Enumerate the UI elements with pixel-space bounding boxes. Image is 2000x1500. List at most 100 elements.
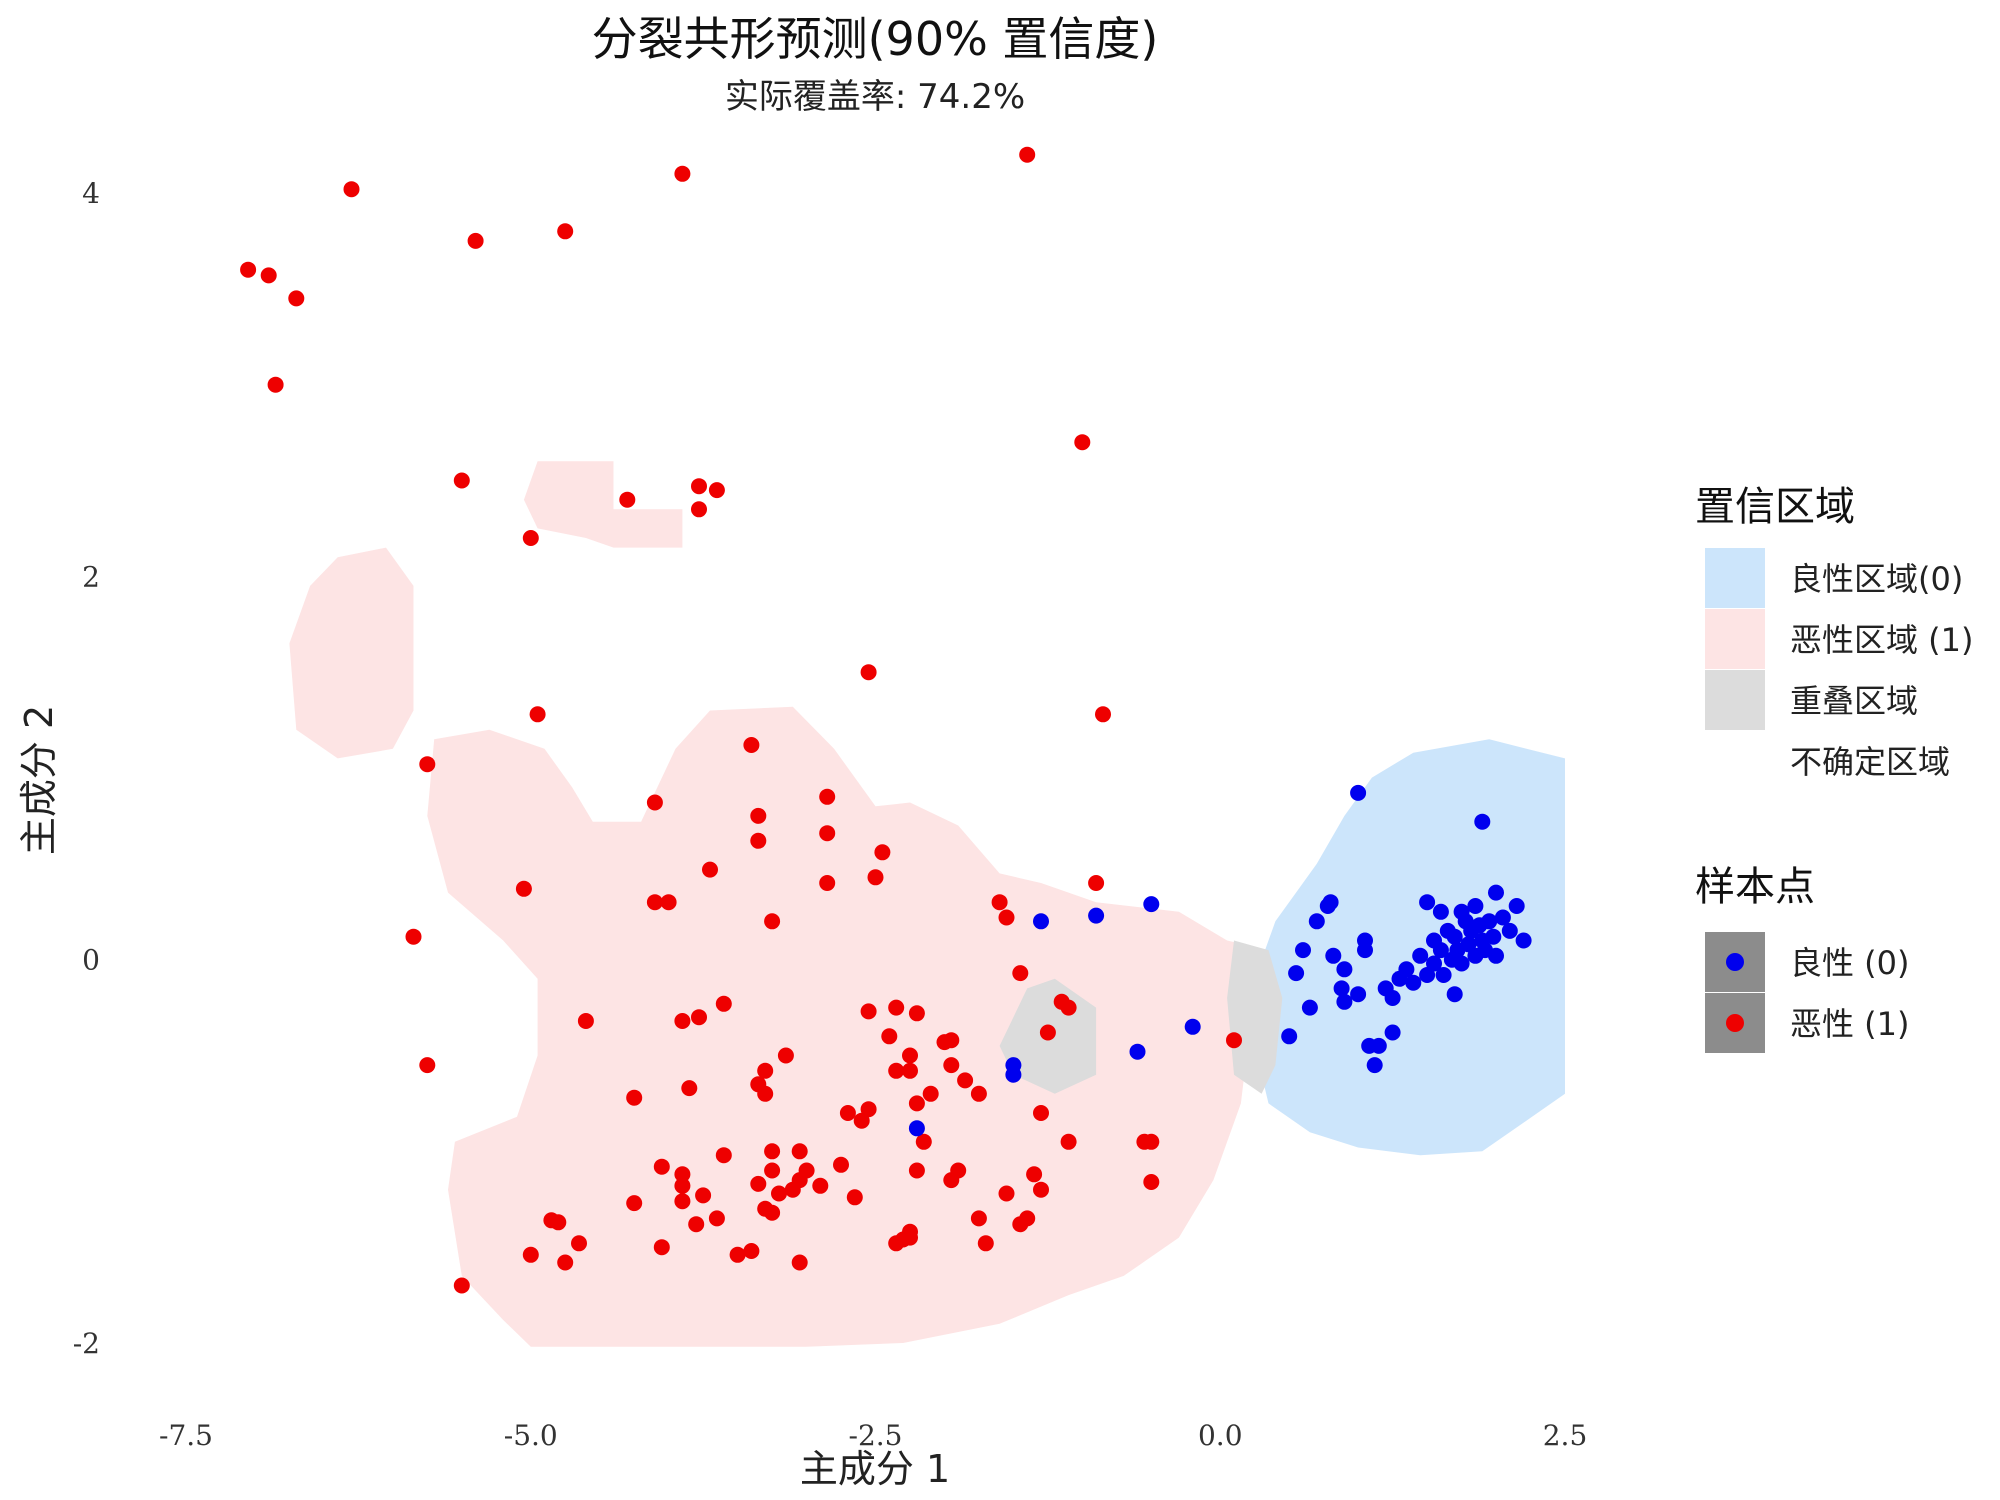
x-tick-label: -7.5 [159, 1419, 213, 1452]
malignant-region-2 [427, 706, 1283, 1347]
x-tick-label: 0.0 [1198, 1419, 1243, 1452]
x-tick-label: 2.5 [1543, 1419, 1588, 1452]
malignant-point-21 [646, 794, 663, 811]
malignant-point-31 [1088, 875, 1105, 891]
malignant-point-73 [1136, 1133, 1153, 1150]
malignant-point-68 [1033, 1105, 1049, 1121]
benign-point-5 [908, 1120, 925, 1137]
malignant-point-7 [288, 290, 305, 307]
malignant-point-59 [922, 1085, 939, 1102]
malignant-point-81 [674, 1166, 691, 1183]
malignant-point-76 [715, 1147, 732, 1164]
malignant-point-52 [777, 1047, 794, 1064]
malignant-point-47 [908, 1005, 925, 1022]
malignant-point-13 [708, 482, 725, 499]
benign-point-59 [1446, 986, 1463, 1003]
malignant-point-11 [619, 491, 636, 508]
benign-point-17 [1325, 947, 1342, 964]
malignant-region-0 [523, 461, 683, 548]
malignant-point-20 [419, 756, 436, 773]
benign-point-57 [1508, 898, 1525, 914]
malignant-point-119 [791, 1254, 808, 1271]
benign-point-52 [1485, 928, 1502, 945]
malignant-point-55 [757, 1062, 774, 1079]
malignant-point-67 [839, 1105, 856, 1121]
y-tick-label: 4 [82, 177, 100, 210]
chart-subtitle: 实际覆盖率: 74.2% [725, 77, 1025, 117]
malignant-point-23 [750, 807, 767, 824]
benign-point-18 [1336, 961, 1353, 978]
confidence-regions [289, 461, 1565, 1347]
malignant-point-4 [557, 223, 574, 240]
malignant-point-22 [819, 788, 836, 805]
benign-point-14 [1295, 942, 1311, 959]
benign-region-0 [1254, 739, 1565, 1156]
malignant-point-34 [991, 894, 1008, 911]
benign-point-6 [1129, 1043, 1146, 1060]
malignant-point-19 [743, 737, 760, 753]
malignant-point-28 [867, 869, 884, 886]
region-legend-label: 良性区域(0) [1790, 560, 1963, 598]
benign-point-54 [1488, 884, 1504, 901]
malignant-point-54 [943, 1057, 960, 1074]
malignant-point-115 [522, 1246, 539, 1263]
y-tick-label: -2 [73, 1327, 100, 1360]
benign-point-15 [1288, 965, 1305, 982]
benign-point-37 [1432, 942, 1449, 959]
malignant-point-18 [1095, 706, 1111, 723]
malignant-point-104 [543, 1212, 560, 1229]
benign-point-58 [1515, 932, 1532, 949]
malignant-point-95 [695, 1187, 712, 1204]
region-legend-swatch [1705, 731, 1765, 791]
malignant-point-61 [757, 1085, 774, 1102]
x-axis-label: 主成分 1 [800, 1447, 950, 1491]
y-tick-label: 2 [82, 560, 100, 593]
malignant-point-80 [653, 1158, 670, 1175]
benign-point-9 [1350, 784, 1367, 801]
malignant-point-30 [515, 880, 532, 897]
benign-point-33 [1412, 947, 1429, 964]
malignant-point-35 [998, 909, 1015, 926]
malignant-point-101 [708, 1210, 725, 1227]
malignant-point-96 [1143, 1174, 1160, 1190]
malignant-region-1 [289, 547, 414, 759]
malignant-point-64 [908, 1095, 925, 1112]
malignant-point-117 [729, 1246, 746, 1263]
malignant-point-105 [970, 1210, 987, 1227]
benign-point-38 [1435, 967, 1452, 983]
malignant-point-120 [453, 1277, 470, 1294]
benign-point-8 [1281, 1028, 1298, 1045]
malignant-point-98 [626, 1195, 643, 1212]
sample-points [240, 146, 1532, 1294]
malignant-point-49 [1039, 1024, 1056, 1041]
malignant-point-32 [646, 894, 663, 911]
malignant-point-94 [846, 1189, 863, 1206]
malignant-point-102 [688, 1216, 705, 1233]
benign-point-27 [1384, 1024, 1401, 1041]
benign-point-62 [1453, 903, 1470, 920]
benign-point-13 [1308, 913, 1325, 930]
malignant-point-25 [750, 832, 767, 849]
malignant-point-100 [764, 1204, 781, 1221]
malignant-point-91 [1033, 1181, 1049, 1198]
malignant-point-8 [267, 376, 284, 393]
malignant-point-0 [674, 165, 691, 182]
malignant-point-71 [1060, 1133, 1077, 1150]
malignant-point-2 [343, 181, 360, 198]
benign-point-21 [1350, 986, 1367, 1003]
malignant-point-10 [453, 472, 470, 489]
malignant-point-16 [860, 664, 877, 681]
benign-point-36 [1426, 955, 1442, 972]
malignant-point-36 [764, 913, 781, 930]
malignant-point-14 [691, 501, 707, 518]
malignant-point-51 [936, 1034, 953, 1051]
benign-point-0 [1033, 913, 1049, 930]
malignant-point-43 [691, 1009, 707, 1026]
malignant-point-84 [750, 1175, 767, 1192]
benign-point-56 [1501, 922, 1518, 939]
malignant-point-27 [702, 861, 718, 878]
malignant-point-15 [522, 530, 539, 546]
malignant-point-114 [571, 1235, 587, 1252]
malignant-point-44 [577, 1013, 594, 1029]
